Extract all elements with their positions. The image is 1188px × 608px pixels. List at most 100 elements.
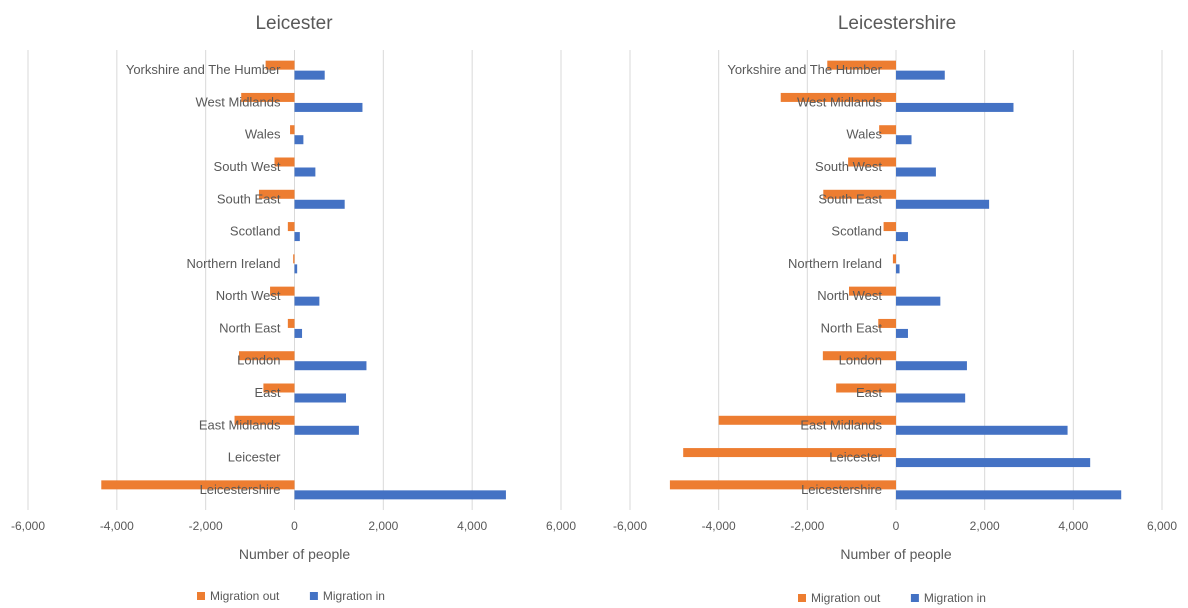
x-tick-label: 6,000 <box>546 519 576 533</box>
legend-swatch <box>910 594 919 602</box>
legend-label: Migration in <box>924 591 986 605</box>
x-tick-label: 0 <box>291 519 298 533</box>
category-label: London <box>839 353 882 368</box>
category-label: South East <box>818 191 882 206</box>
bar-migration-out <box>101 480 295 490</box>
category-label: West Midlands <box>797 94 883 109</box>
bar-migration-out <box>293 254 295 264</box>
bar-migration-in <box>896 393 966 403</box>
bar-migration-out <box>892 254 896 264</box>
category-label: London <box>237 353 280 368</box>
legend-swatch <box>309 592 318 600</box>
x-tick-label: 2,000 <box>970 519 1000 533</box>
category-label: Yorkshire and The Humber <box>727 62 882 77</box>
x-tick-label: -4,000 <box>100 519 134 533</box>
bar-migration-in <box>294 135 304 145</box>
category-label: Scotland <box>831 224 882 239</box>
category-label: North West <box>817 288 882 303</box>
bar-migration-out <box>263 383 295 393</box>
bar-migration-out <box>265 60 295 70</box>
bar-migration-out <box>836 383 896 393</box>
bar-migration-in <box>896 135 912 145</box>
category-label: Leicester <box>829 450 882 465</box>
x-tick-label: -6,000 <box>613 519 647 533</box>
bar-migration-out <box>290 125 295 135</box>
category-label: East <box>856 385 882 400</box>
bar-migration-in <box>294 361 367 371</box>
bar-migration-out <box>669 480 896 490</box>
bar-migration-out <box>287 318 295 328</box>
bar-migration-in <box>896 264 900 274</box>
legend-swatch <box>197 592 205 600</box>
x-tick-label: -6,000 <box>11 519 45 533</box>
category-label: Northern Ireland <box>187 256 281 271</box>
category-label: Scotland <box>230 224 281 239</box>
bar-migration-in <box>294 490 506 500</box>
bar-migration-out <box>848 157 896 167</box>
bar-migration-out <box>849 286 896 296</box>
x-tick-label: -2,000 <box>189 519 223 533</box>
bar-migration-out <box>270 286 295 296</box>
x-axis-label: Number of people <box>840 546 952 562</box>
bar-migration-in <box>294 102 363 112</box>
bar-migration-in <box>896 102 1014 112</box>
bar-migration-out <box>883 222 896 232</box>
category-label: North East <box>821 320 883 335</box>
chart-title: Leicestershire <box>838 13 956 34</box>
bar-migration-in <box>294 70 325 80</box>
category-label: East Midlands <box>199 417 281 432</box>
bar-migration-in <box>294 296 320 306</box>
category-label: Leicestershire <box>200 482 281 497</box>
bar-migration-out <box>234 415 295 425</box>
x-tick-label: -2,000 <box>790 519 824 533</box>
category-label: West Midlands <box>195 94 281 109</box>
bar-migration-in <box>896 425 1068 435</box>
bar-migration-in <box>294 328 303 338</box>
category-label: Leicester <box>228 450 281 465</box>
x-tick-label: 4,000 <box>1058 519 1088 533</box>
bar-migration-in <box>896 490 1122 500</box>
x-tick-label: 4,000 <box>457 519 487 533</box>
legend-label: Migration in <box>323 589 385 603</box>
bar-migration-in <box>896 70 945 80</box>
bar-migration-out <box>287 222 295 232</box>
bar-migration-in <box>896 361 967 371</box>
category-label: South West <box>815 159 882 174</box>
bar-migration-out <box>823 189 896 199</box>
category-label: East <box>254 385 280 400</box>
legend-swatch <box>798 594 806 602</box>
category-label: East Midlands <box>800 417 882 432</box>
category-label: Leicestershire <box>801 482 882 497</box>
x-tick-label: -4,000 <box>702 519 736 533</box>
bar-migration-out <box>822 351 896 361</box>
legend-label: Migration out <box>811 591 881 605</box>
bar-migration-in <box>294 264 298 274</box>
bar-migration-out <box>274 157 295 167</box>
x-tick-label: 6,000 <box>1147 519 1177 533</box>
bar-migration-out <box>238 351 295 361</box>
category-label: North West <box>216 288 281 303</box>
bar-migration-in <box>896 296 941 306</box>
category-label: South East <box>217 191 281 206</box>
bar-migration-in <box>294 232 300 242</box>
x-tick-label: 0 <box>893 519 900 533</box>
category-label: Wales <box>245 127 281 142</box>
bar-migration-in <box>896 232 908 242</box>
bar-migration-out <box>780 92 896 102</box>
category-label: Wales <box>846 127 882 142</box>
bar-migration-out <box>258 189 295 199</box>
x-axis-label: Number of people <box>239 546 351 562</box>
bar-migration-in <box>896 167 936 177</box>
bar-migration-in <box>294 425 359 435</box>
bar-migration-in <box>294 393 347 403</box>
bar-migration-out <box>827 60 896 70</box>
chart-leicestershire: Leicestershire Yorkshire and The Humber We… <box>613 13 1177 605</box>
x-tick-label: 2,000 <box>368 519 398 533</box>
chart-title: Leicester <box>255 13 333 34</box>
bar-migration-out <box>878 318 896 328</box>
legend: Migration out Migration in <box>798 591 986 605</box>
category-label: Northern Ireland <box>788 256 882 271</box>
bar-migration-in <box>294 167 316 177</box>
category-label: South West <box>214 159 281 174</box>
